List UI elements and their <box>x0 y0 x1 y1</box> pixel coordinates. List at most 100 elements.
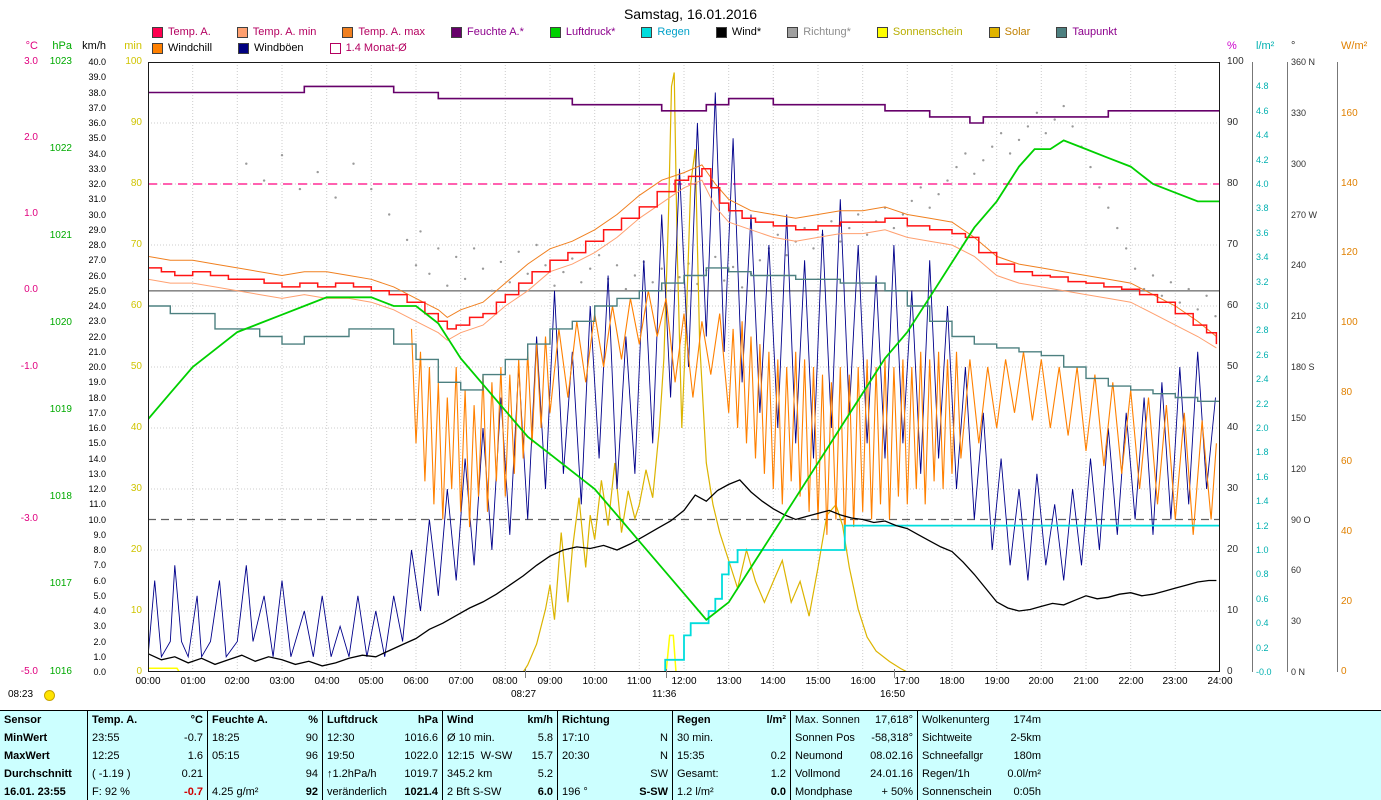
axis-kmh-tick: 33.0 <box>88 164 106 174</box>
series-direction <box>1008 152 1012 155</box>
series-solar <box>148 72 1220 672</box>
table-cell-value: 5.2 <box>537 768 553 780</box>
table-cell-value: S-SW <box>639 786 668 798</box>
axis-kmh-tick: 14.0 <box>88 454 106 464</box>
table-cell: Neumond 08.02.16 <box>790 747 917 765</box>
series-direction <box>991 145 994 148</box>
series-direction <box>1071 125 1074 128</box>
table-cell-value: 1016.6 <box>404 732 438 744</box>
axis-kmh-tick: 27.0 <box>88 255 106 265</box>
series-direction <box>316 170 319 174</box>
sun-time-label: 16:50 <box>880 689 906 700</box>
axis-kmh-tick: 19.0 <box>88 377 106 387</box>
series-direction <box>597 254 601 257</box>
legend-label: Feuchte A.* <box>467 26 524 38</box>
legend-row-1: Temp. A. Temp. A. min Temp. A. max Feuchte … <box>152 26 1232 38</box>
table-cell-label: Durchschnitt <box>4 768 72 780</box>
legend-swatch-icon <box>152 42 163 54</box>
table-cell-value: 5.8 <box>537 732 553 744</box>
series-direction <box>562 270 565 274</box>
table-cell-label: Sichtweite <box>922 732 973 744</box>
legend-item-sonnenschein: Sonnenschein <box>876 26 963 38</box>
x-axis-label: 20:00 <box>1028 676 1054 687</box>
x-axis-label: 00:00 <box>135 676 161 687</box>
table-cell-label: Ø 10 min. <box>447 732 495 744</box>
table-cell: 17:10 N <box>557 729 672 747</box>
legend-label: Temp. A. <box>168 26 211 38</box>
axis-wm2-tick: 0 <box>1341 666 1347 677</box>
table-cell: Sichtweite 2-5km <box>917 729 1045 747</box>
sunrise-corner-label: 08:23 <box>8 689 34 700</box>
axis-percent-tick: 0 <box>1227 666 1233 677</box>
axis-celsius-tick: -1.0 <box>20 361 38 372</box>
table-cell-label: 345.2 km <box>447 768 493 780</box>
axis-lm2-tick: 0.4 <box>1256 618 1269 628</box>
page-title: Samstag, 16.01.2016 <box>623 6 758 22</box>
axis-min-tick: 90 <box>130 117 142 128</box>
table-cell-label: Vollmond <box>795 768 841 780</box>
axis-kmh-tick: 9.0 <box>93 530 106 540</box>
axis-kmh-tick: 11.0 <box>89 499 106 509</box>
series-direction <box>1196 308 1199 311</box>
table-cell-label: 15:35 <box>677 750 705 762</box>
table-cell-value: 180m <box>1013 750 1041 762</box>
series-direction <box>1098 186 1101 189</box>
axis-kmh-tick: 35.0 <box>88 133 106 143</box>
axis-kmh-tick: 29.0 <box>88 225 106 235</box>
axis-hpa-tick: 1016 <box>49 666 72 677</box>
axis-kmh-tick: 3.0 <box>93 621 106 631</box>
table-cell-label: 2 Bft S-SW <box>447 786 502 798</box>
axis-lm2-tick: 1.4 <box>1256 496 1269 506</box>
axis-lm2-tick: 0.6 <box>1256 594 1269 604</box>
table-cell: ↑1.2hPa/h 1019.7 <box>322 765 442 783</box>
series-direction <box>571 257 574 260</box>
table-cell: Sonnen Pos -58,318° <box>790 729 917 747</box>
sun-time-tick <box>894 669 895 678</box>
table-cell-label: 05:15 <box>212 750 240 762</box>
axis-degrees-tick: 330 <box>1291 108 1307 118</box>
table-cell: 12:30 1016.6 <box>322 729 442 747</box>
legend-item-1-4-monat-: 1.4 Monat-Ø <box>329 42 407 54</box>
table-cell: 23:55 -0.7 <box>87 729 207 747</box>
series-direction <box>298 187 302 191</box>
table-cell: SW <box>557 765 672 783</box>
series-direction <box>1205 294 1208 297</box>
x-axis-label: 24:00 <box>1207 676 1233 687</box>
x-axis-label: 03:00 <box>269 676 295 687</box>
legend-swatch-icon <box>876 26 888 38</box>
table-cell-label: Regen/1h <box>922 768 970 780</box>
series-direction <box>973 172 976 175</box>
table-cell: 94 <box>207 765 322 783</box>
series-direction <box>437 247 440 250</box>
table-cell: Ø 10 min. 5.8 <box>442 729 557 747</box>
axis-kmh-tick: 1.0 <box>93 652 106 662</box>
axis-kmh-tick: 0.0 <box>93 667 106 677</box>
series-direction <box>919 186 922 189</box>
legend-label: Sonnenschein <box>892 26 963 38</box>
table-cell-value: SW <box>650 768 668 780</box>
axis-kmh-tick: 38.0 <box>88 88 106 98</box>
axis-kmh-tick: 4.0 <box>93 606 106 616</box>
axis-kmh-tick: 24.0 <box>88 301 106 311</box>
series-direction <box>517 250 520 253</box>
table-cell-value: 90 <box>305 732 318 744</box>
series-direction <box>455 255 458 259</box>
series-direction <box>660 267 663 270</box>
legend-swatch-icon <box>236 26 248 38</box>
axis-kmh-tick: 23.0 <box>88 316 106 326</box>
axis-degrees-tick: 120 <box>1291 464 1307 474</box>
legend-item-richtung-: Richtung* <box>787 26 851 38</box>
table-filler <box>1045 747 1381 765</box>
series-direction <box>428 272 431 275</box>
series-direction <box>508 281 511 284</box>
table-cell-value: 1019.7 <box>404 768 438 780</box>
axis-min-tick: 30 <box>130 483 142 494</box>
series-direction <box>370 187 373 191</box>
axis-celsius-tick: -3.0 <box>20 513 38 524</box>
x-axis-label: 07:00 <box>448 676 474 687</box>
series-direction <box>245 162 248 165</box>
table-cell-label: MaxWert <box>4 750 50 762</box>
legend-swatch-icon <box>1056 26 1068 38</box>
sun-time-tick <box>666 669 667 678</box>
